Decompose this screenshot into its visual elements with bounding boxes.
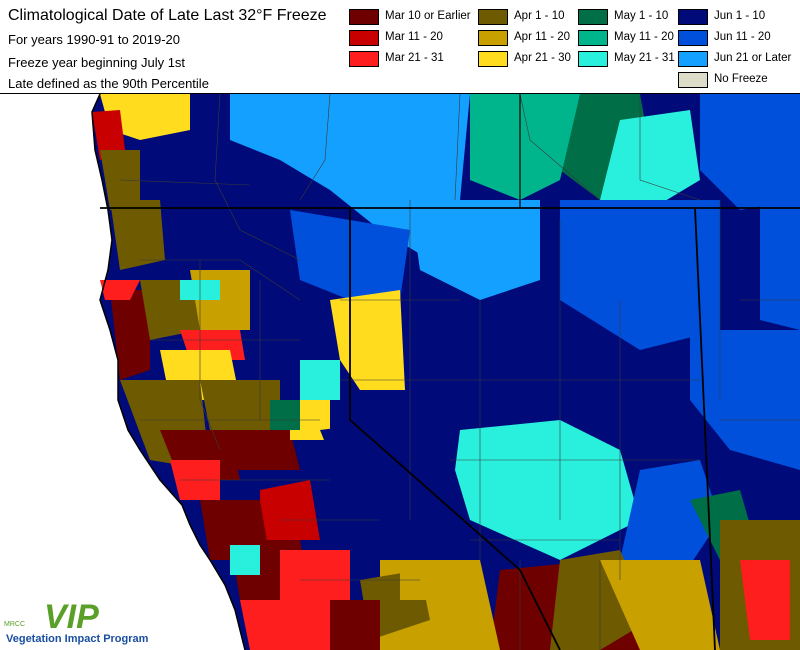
- zone-mar10-coast: [110, 290, 150, 380]
- legend-label: Apr 11 - 20: [514, 31, 571, 43]
- zone-mar21-ca4: [240, 600, 340, 650]
- map-header: Climatological Date of Late Last 32°F Fr…: [0, 0, 800, 94]
- county-lines: [119, 94, 800, 650]
- county-line: [454, 94, 461, 201]
- map-title: Climatological Date of Late Last 32°F Fr…: [8, 7, 327, 24]
- legend-swatch: [478, 30, 508, 46]
- legend-label: Mar 10 or Earlier: [385, 10, 471, 22]
- zone-mar21-coast: [100, 280, 140, 300]
- zone-jun11-sevada: [620, 460, 720, 580]
- legend-swatch: [678, 9, 708, 25]
- legend-label: Jun 1 - 10: [714, 10, 766, 22]
- legend-label: Apr 1 - 10: [514, 10, 565, 22]
- legend-swatch: [578, 9, 608, 25]
- zone-mar11-coast: [92, 110, 125, 160]
- legend-swatch: [349, 30, 379, 46]
- zone-apr1-ca2: [110, 200, 165, 270]
- legend-swatch: [349, 9, 379, 25]
- logo-name: Vegetation Impact Program: [6, 633, 149, 645]
- county-line: [639, 94, 701, 201]
- zone-mar10-ca2: [220, 430, 300, 470]
- zone-jun11-utah: [690, 330, 800, 470]
- zone-apr1-ca5: [200, 380, 280, 430]
- legend-label: May 21 - 31: [614, 52, 675, 64]
- legend-label: No Freeze: [714, 73, 768, 85]
- zone-jun21-central: [410, 200, 540, 300]
- county-line: [140, 259, 301, 301]
- zone-may21-nevada: [455, 420, 640, 560]
- legend-swatch: [678, 51, 708, 67]
- logo-mark: VIP: [44, 598, 99, 636]
- zone-jun1-ca: [320, 420, 410, 480]
- legend-label: May 11 - 20: [614, 31, 674, 43]
- freeze-zones: [92, 94, 800, 650]
- zone-may11-north: [470, 94, 580, 200]
- legend-label: Jun 11 - 20: [714, 31, 771, 43]
- legend-swatch: [478, 51, 508, 67]
- zone-jun11-idaho: [560, 200, 720, 350]
- zone-may21-ca3: [300, 360, 340, 400]
- zone-apr21-nw-ca: [100, 94, 190, 140]
- legend-label: Apr 21 - 30: [514, 52, 571, 64]
- county-line: [214, 94, 301, 261]
- logo-acronym: MRCC: [4, 621, 25, 628]
- zone-may21-ca2: [230, 545, 260, 575]
- freeze-year-subtitle: Freeze year beginning July 1st: [8, 55, 186, 70]
- zone-may21-north: [600, 110, 700, 210]
- zone-mar11-ca: [260, 480, 320, 540]
- state-border-ca-nv: [349, 208, 561, 650]
- zone-jun11-east: [760, 200, 800, 330]
- freeze-date-map: [0, 94, 800, 650]
- legend-label: Mar 11 - 20: [385, 31, 443, 43]
- zone-mar21-se: [740, 560, 790, 640]
- zone-may1-ca: [270, 400, 300, 430]
- county-line: [119, 179, 251, 186]
- legend-swatch: [349, 51, 379, 67]
- state-border-nv-ut: [694, 207, 716, 650]
- legend-swatch: [578, 51, 608, 67]
- zone-jun11-ne: [700, 94, 800, 210]
- legend-label: Jun 21 or Later: [714, 52, 792, 64]
- zone-apr21-pyramid: [330, 290, 405, 390]
- vip-logo: MRCC VIP Vegetation Impact Program: [4, 598, 149, 645]
- period-subtitle: For years 1990-91 to 2019-20: [8, 32, 180, 47]
- legend-swatch: [678, 30, 708, 46]
- percentile-subtitle: Late defined as the 90th Percentile: [8, 76, 209, 91]
- legend-swatch: [678, 72, 708, 88]
- county-line: [299, 94, 331, 201]
- county-line: [199, 260, 221, 451]
- coastline-line: [91, 94, 246, 650]
- legend-swatch: [578, 30, 608, 46]
- legend-label: Mar 21 - 31: [385, 52, 444, 64]
- legend-swatch: [478, 9, 508, 25]
- zone-mar10-ca5: [330, 600, 380, 650]
- coastline: [91, 94, 246, 650]
- legend-label: May 1 - 10: [614, 10, 669, 22]
- state-borders: [100, 94, 800, 650]
- zone-apr11-south: [600, 560, 720, 650]
- county-line: [519, 94, 601, 201]
